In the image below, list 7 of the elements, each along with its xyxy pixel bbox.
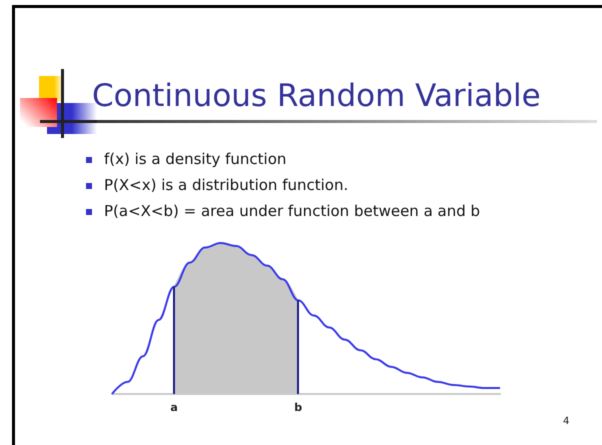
text: 4: [563, 416, 570, 427]
x-tick-label: b: [294, 401, 302, 414]
text: f(x) is a density function: [104, 150, 286, 168]
chart-title: Continuous Random Variable: [92, 78, 541, 114]
text: P(a<X<b) = area under function between a and b: [104, 202, 480, 220]
x-tick-label: a: [170, 401, 178, 414]
text: P(X<x) is a distribution function.: [104, 176, 348, 194]
